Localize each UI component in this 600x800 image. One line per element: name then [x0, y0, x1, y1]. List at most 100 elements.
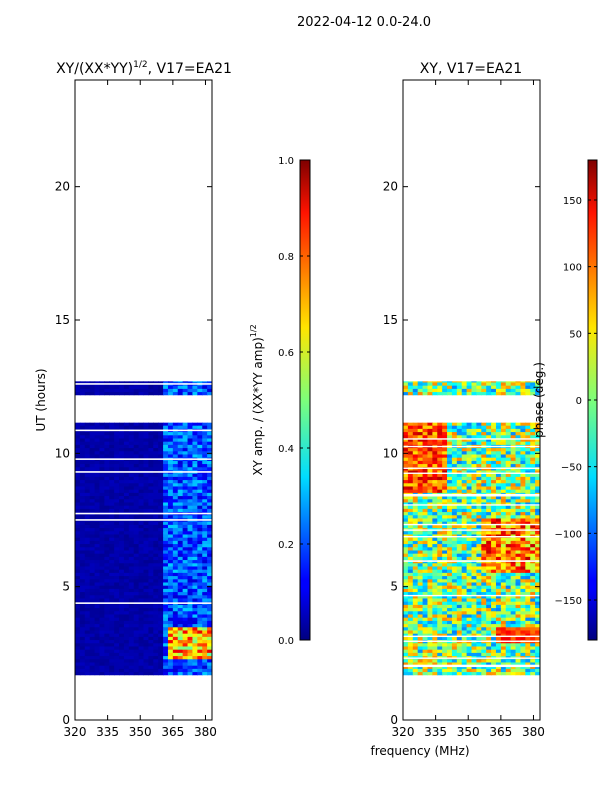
heatmap-cell [417, 479, 424, 484]
heatmap-cell [481, 581, 487, 586]
heatmap-cell [114, 604, 120, 609]
heatmap-cell [481, 588, 487, 593]
heatmap-cell [104, 575, 110, 580]
heatmap-cell [187, 610, 194, 615]
heatmap-cell [486, 434, 492, 439]
heatmap-cell [491, 498, 497, 503]
heatmap-cell [148, 385, 154, 389]
heatmap-cell [119, 553, 125, 557]
heatmap-cell [412, 556, 419, 561]
heatmap-cell [167, 450, 174, 455]
heatmap-cell [530, 633, 536, 637]
heatmap-cell [163, 658, 169, 663]
heatmap-cell [500, 546, 507, 551]
heatmap-cell [495, 482, 502, 487]
heatmap-cell [114, 556, 120, 561]
heatmap-cell [495, 540, 502, 545]
heatmap-cell [520, 572, 526, 577]
heatmap-cell [412, 588, 419, 593]
heatmap-cell [109, 508, 115, 513]
heatmap-cell [407, 450, 414, 455]
heatmap-cell [432, 533, 438, 538]
heatmap-cell [407, 482, 414, 487]
heatmap-cell [466, 476, 473, 481]
heatmap-cell [530, 585, 536, 589]
heatmap-cell [128, 533, 135, 538]
heatmap-cell [182, 391, 189, 396]
heatmap-cell [486, 482, 492, 487]
heatmap-cell [461, 581, 468, 586]
heatmap-cell [407, 437, 414, 442]
heatmap-cell [158, 441, 164, 445]
heatmap-cell [177, 444, 184, 449]
heatmap-cell [202, 639, 208, 644]
heatmap-cell [158, 668, 164, 673]
heatmap-cell [172, 505, 179, 509]
heatmap-cell [114, 444, 120, 449]
heatmap-cell [427, 613, 433, 618]
heatmap-cell [476, 671, 482, 676]
heatmap-cell [182, 431, 189, 436]
heatmap-cell [177, 524, 184, 529]
heatmap-cell [500, 569, 507, 573]
heatmap-cell [412, 463, 419, 468]
heatmap-cell [167, 623, 174, 628]
heatmap-cell [407, 626, 414, 631]
heatmap-cell [525, 450, 531, 455]
heatmap-cell [471, 658, 477, 663]
heatmap-cell [412, 649, 419, 653]
heatmap-cell [148, 597, 154, 602]
heatmap-cell [471, 626, 477, 631]
heatmap-cell [207, 661, 212, 666]
heatmap-cell [133, 537, 140, 541]
heatmap-cell [158, 642, 164, 647]
heatmap-cell [104, 594, 110, 599]
heatmap-cell [461, 441, 468, 445]
heatmap-cell [520, 575, 526, 580]
heatmap-cell [476, 498, 482, 503]
heatmap-cell [75, 658, 81, 663]
heatmap-cell [192, 671, 198, 676]
heatmap-cell [407, 543, 414, 548]
heatmap-cell [182, 434, 189, 439]
heatmap-cell [530, 530, 536, 535]
heatmap-cell [197, 479, 203, 484]
y-tick-label: 10 [55, 446, 70, 460]
heatmap-cell [79, 385, 86, 389]
heatmap-cell [192, 546, 198, 551]
heatmap-cell [437, 485, 443, 490]
heatmap-cell [437, 594, 443, 599]
heatmap-cell [148, 533, 154, 538]
heatmap-cell [163, 642, 169, 647]
heatmap-cell [84, 607, 91, 612]
heatmap-cell [407, 549, 414, 554]
heatmap-cell [451, 460, 458, 465]
heatmap-cell [525, 447, 531, 452]
heatmap-cell [407, 585, 414, 589]
heatmap-cell [187, 655, 194, 660]
heatmap-cell [403, 671, 409, 676]
y-tick-label: 15 [383, 313, 398, 327]
heatmap-cell [486, 565, 492, 570]
heatmap-cell [153, 431, 159, 436]
heatmap-cell [192, 495, 198, 500]
heatmap-cell [481, 671, 487, 676]
heatmap-cell [407, 473, 414, 477]
heatmap-cell [422, 457, 429, 461]
heatmap-cell [417, 434, 424, 439]
heatmap-cell [172, 447, 179, 452]
heatmap-cell [427, 565, 433, 570]
heatmap-cell [114, 492, 120, 497]
heatmap-cell [187, 434, 194, 439]
heatmap-cell [75, 453, 81, 458]
heatmap-cell [466, 431, 473, 436]
heatmap-cell [148, 575, 154, 580]
heatmap-cell [167, 521, 174, 525]
heatmap-cell [84, 594, 91, 599]
heatmap-cell [94, 381, 101, 383]
heatmap-cell [481, 562, 487, 567]
heatmap-cell [192, 388, 198, 393]
heatmap-cell [158, 530, 164, 535]
heatmap-cell [442, 485, 448, 490]
heatmap-cell [99, 501, 105, 506]
